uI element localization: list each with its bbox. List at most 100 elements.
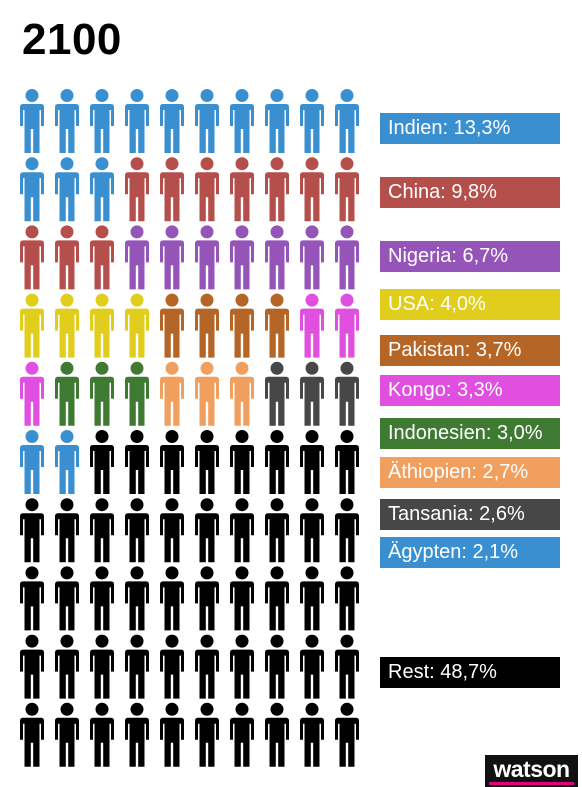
person-icon [230,498,254,563]
person-icon [230,293,254,358]
person-icon [335,225,359,290]
person-icon [20,89,44,153]
person-icon [230,566,254,631]
person-icon [230,225,254,290]
person-icon [195,430,219,494]
person-icon [195,702,219,767]
person-icon [335,89,359,153]
person-icon [125,566,149,631]
legend-label-nigeria: Nigeria: 6,7% [380,241,560,272]
person-icon [20,225,44,290]
person-icon [160,498,184,563]
legend-label-ägypten: Ägypten: 2,1% [380,537,560,568]
person-icon [125,361,149,426]
person-icon [160,89,184,153]
person-icon [265,157,289,222]
chart-title: 2100 [22,15,122,64]
person-icon [230,89,254,153]
legend-label-rest: Rest: 48,7% [380,657,560,688]
person-icon [160,430,184,494]
person-icon [300,498,324,563]
person-icon [90,225,114,290]
person-icon [125,498,149,563]
person-icon [20,430,44,494]
person-icon [300,702,324,767]
legend-label-indien: Indien: 13,3% [380,113,560,144]
legend-label-china: China: 9,8% [380,177,560,208]
person-icon [300,361,324,426]
person-icon [125,702,149,767]
person-icon [195,157,219,222]
person-icon [265,634,289,699]
person-icon [265,361,289,426]
person-icon [300,157,324,222]
person-icon [230,634,254,699]
person-icon [55,566,79,631]
person-icon [20,702,44,767]
person-icon [335,498,359,563]
person-icon [230,361,254,426]
person-icon [55,430,79,494]
person-icon [20,293,44,358]
person-icon [335,157,359,222]
person-icon [195,498,219,563]
person-icon [230,157,254,222]
person-icon [160,566,184,631]
person-icon [55,361,79,426]
person-icon [335,634,359,699]
person-icon [90,702,114,767]
legend-label-tansania: Tansania: 2,6% [380,499,560,530]
person-icon [195,634,219,699]
person-icon [195,89,219,153]
person-icon [335,430,359,494]
person-icon [195,225,219,290]
person-icon [300,225,324,290]
person-icon [265,293,289,358]
person-icon [160,361,184,426]
person-icon [125,89,149,153]
person-icon [55,89,79,153]
person-icon [335,702,359,767]
person-icon [90,634,114,699]
person-icon [300,293,324,358]
person-icon [195,293,219,358]
legend-label-usa: USA: 4,0% [380,289,560,320]
person-icon [125,430,149,494]
legend-label-kongo: Kongo: 3,3% [380,375,560,406]
watson-logo: watson [485,755,578,787]
person-icon [265,498,289,563]
person-icon [90,293,114,358]
person-icon [20,157,44,222]
person-icon [300,634,324,699]
logo-text: watson [493,756,570,782]
person-icon [90,498,114,563]
person-icon [230,702,254,767]
person-icon [265,566,289,631]
person-icon [90,89,114,153]
person-icon [160,225,184,290]
person-icon [265,702,289,767]
legend-label-pakistan: Pakistan: 3,7% [380,335,560,366]
person-icon [55,293,79,358]
person-icon [20,361,44,426]
person-icon [335,361,359,426]
person-icon [55,498,79,563]
person-icon [55,702,79,767]
person-icon [20,498,44,563]
person-icon [55,157,79,222]
person-icon [160,702,184,767]
person-icon [160,634,184,699]
person-icon [300,430,324,494]
person-icon [125,634,149,699]
person-icon [90,566,114,631]
person-icon [55,225,79,290]
logo-accent-bar [489,782,574,785]
person-icon [300,89,324,153]
person-icon [335,566,359,631]
person-icon [265,225,289,290]
person-icon [335,293,359,358]
legend-label-äthiopien: Äthiopien: 2,7% [380,457,560,488]
person-icon [195,566,219,631]
person-icon [90,157,114,222]
person-icon [160,293,184,358]
